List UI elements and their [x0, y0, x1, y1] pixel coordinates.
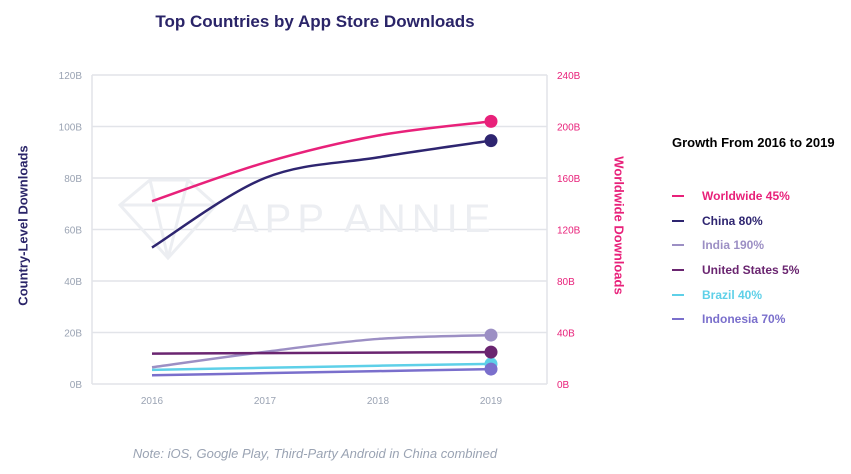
legend-item: China 80% [672, 209, 847, 234]
x-tick-label: 2017 [254, 396, 277, 407]
legend-swatch [672, 219, 684, 222]
legend-swatch [672, 195, 684, 198]
x-tick-label: 2019 [480, 396, 503, 407]
left-tick-label: 80B [64, 174, 82, 185]
series-line-indonesia [151, 367, 492, 377]
watermark-logo [117, 178, 219, 261]
series-endpoint-china [484, 134, 498, 148]
series-endpoint-worldwide [484, 114, 498, 128]
legend-label: China 80% [702, 213, 763, 228]
right-tick-label: 200B [557, 123, 581, 134]
legend-item: United States 5% [672, 258, 847, 283]
series-endpoint-india [484, 328, 498, 342]
left-tick-label: 0B [70, 380, 83, 391]
series-endpoint-indonesia [484, 362, 498, 376]
legend-title: Growth From 2016 to 2019 [672, 135, 835, 150]
legend-item: Indonesia 70% [672, 307, 847, 332]
legend-swatch [672, 293, 684, 296]
right-tick-label: 0B [557, 380, 570, 391]
x-tick-label: 2016 [141, 396, 164, 407]
left-tick-label: 40B [64, 277, 82, 288]
legend-swatch [672, 269, 684, 272]
series-line-brazil [151, 362, 492, 372]
right-tick-label: 160B [557, 174, 581, 185]
left-tick-label: 100B [59, 123, 83, 134]
series-endpoint-united-states [484, 345, 498, 359]
right-tick-label: 240B [557, 71, 581, 82]
legend-items: Worldwide 45% China 80% India 190% United S… [672, 184, 847, 332]
legend-swatch [672, 318, 684, 321]
right-tick-label: 80B [557, 277, 575, 288]
legend-label: United States 5% [702, 263, 800, 278]
left-tick-label: 120B [59, 71, 83, 82]
legend-swatch [672, 244, 684, 247]
chart-note: Note: iOS, Google Play, Third-Party Andr… [132, 446, 498, 461]
legend-label: Indonesia 70% [702, 312, 786, 327]
x-tick-label: 2018 [367, 396, 390, 407]
legend-item: India 190% [672, 233, 847, 258]
legend-label: Brazil 40% [702, 287, 763, 302]
legend-item: Brazil 40% [672, 282, 847, 307]
watermark-text: APP ANNIE [232, 197, 496, 241]
series-line-united-states [151, 350, 492, 355]
line-chart: 0B 0B 20B 40B 40B 80B 60B 120B 80B 160B 100B 200B 12… [59, 71, 581, 407]
chart-title: Top Countries by App Store Downloads [155, 12, 475, 31]
left-tick-label: 60B [64, 226, 82, 237]
series-line-worldwide [151, 120, 492, 203]
legend-label: India 190% [702, 238, 765, 253]
series-line-india [151, 333, 492, 369]
right-tick-label: 120B [557, 226, 581, 237]
legend: Growth From 2016 to 2019 Worldwide 45% Ch… [672, 135, 847, 332]
legend-label: Worldwide 45% [702, 189, 790, 204]
left-tick-label: 20B [64, 329, 82, 340]
right-tick-label: 40B [557, 329, 575, 340]
legend-item: Worldwide 45% [672, 184, 847, 209]
series-line-china [151, 139, 492, 249]
